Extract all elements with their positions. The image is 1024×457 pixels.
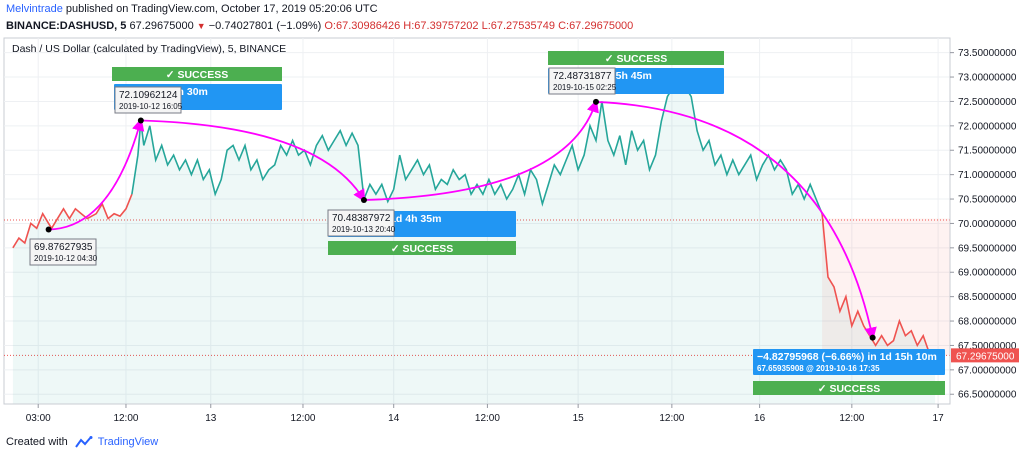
last-price-tag [951, 348, 1019, 363]
chart-title: Dash / US Dollar (calculated by TradingV… [12, 43, 286, 55]
last-price: 67.29675000 [129, 20, 194, 32]
success-badge-3: ✓ SUCCESS [548, 51, 724, 65]
created-with-label: Created with [6, 436, 68, 448]
y-tick-label: 73.50000000 [958, 48, 1017, 59]
success-badge-2-label: ✓ SUCCESS [391, 243, 453, 255]
y-tick-label: 71.00000000 [958, 170, 1017, 181]
y-tick-label: 69.50000000 [958, 243, 1017, 254]
start-label-1-value: 69.87627935 [34, 242, 93, 253]
y-tick-label: 71.50000000 [958, 146, 1017, 157]
y-tick-label: 69.00000000 [958, 268, 1017, 279]
projection-arrow-3 [363, 99, 599, 201]
low-value: L:67.27535749 [481, 20, 555, 32]
y-tick-label: 68.00000000 [958, 317, 1017, 328]
result-label-4-time: 67.65935908 @ 2019-10-16 17:35 [757, 364, 880, 373]
end-label-3-box [548, 67, 616, 95]
success-badge-1-bar [112, 67, 282, 81]
symbol-label: BINANCE:DASHUSD, 5 [6, 20, 127, 32]
x-tick-label: 03:00 [26, 413, 51, 424]
projection-arrow-1 [48, 118, 145, 231]
last-price-tag-label: 67.29675000 [956, 351, 1015, 362]
x-tick-label: 12:00 [475, 413, 500, 424]
success-badge-4-bar [753, 381, 945, 395]
success-badge-4: ✓ SUCCESS [753, 381, 945, 395]
x-tick-label: 12:00 [290, 413, 315, 424]
success-badge-1: ✓ SUCCESS [112, 67, 282, 81]
price-chart[interactable]: Dash / US Dollar (calculated by TradingV… [0, 0, 1024, 430]
projection-point-1 [45, 226, 52, 233]
y-tick-label: 66.50000000 [958, 390, 1017, 401]
success-badge-3-bar [548, 51, 724, 65]
tradingview-logo-icon [75, 436, 93, 448]
close-value: C:67.29675000 [558, 20, 634, 32]
projection-point-3 [360, 197, 367, 204]
success-badge-1-label: ✓ SUCCESS [166, 69, 228, 81]
x-tick-label: 12:00 [659, 413, 684, 424]
success-badge-3-label: ✓ SUCCESS [605, 53, 667, 65]
publish-line: Melvintrade published on TradingView.com… [6, 1, 1016, 18]
down-arrow-icon: ▼ [196, 21, 206, 31]
end-label-1-value: 72.10962124 [119, 90, 178, 101]
y-tick-label: 68.50000000 [958, 292, 1017, 303]
projection-arrow-2 [140, 119, 366, 203]
y-tick-label: 70.00000000 [958, 219, 1017, 230]
success-badge-2: ✓ SUCCESS [328, 241, 516, 255]
success-badge-2-bar [328, 241, 516, 255]
x-tick-label: 12:00 [839, 413, 864, 424]
end-label-3-value: 72.48731877 [553, 71, 612, 82]
x-tick-label: 12:00 [113, 413, 138, 424]
x-tick-label: 14 [388, 413, 400, 424]
y-tick-label: 73.00000000 [958, 73, 1017, 84]
y-tick-label: 67.50000000 [958, 341, 1017, 352]
result-label-4: −4.82795968 (−6.66%) in 1d 15h 10m67.659… [753, 349, 945, 375]
end-label-1-date: 2019-10-12 16:05 [119, 102, 183, 111]
y-tick-label: 67.00000000 [958, 365, 1017, 376]
projection-point-5 [869, 334, 876, 341]
price-line-drop [821, 213, 936, 356]
high-value: H:67.39757202 [403, 20, 479, 32]
success-badge-4-label: ✓ SUCCESS [818, 383, 880, 395]
projection-arrow-4 [595, 101, 877, 341]
start-label-1-box [29, 238, 97, 266]
x-tick-label: 16 [754, 413, 766, 424]
end-label-2-value: 70.48387972 [332, 213, 391, 224]
projection-point-2 [137, 117, 144, 124]
y-tick-label: 70.50000000 [958, 195, 1017, 206]
end-label-1-box [114, 86, 182, 114]
y-tick-label: 72.00000000 [958, 121, 1017, 132]
published-text: published on TradingView.com, October 17… [65, 3, 378, 15]
result-label-4-change: −4.82795968 (−6.66%) in 1d 15h 10m [757, 351, 937, 363]
result-label-4-box [753, 349, 945, 375]
price-line-early [12, 193, 133, 249]
end-label-3-date: 2019-10-15 02:25 [553, 83, 617, 92]
x-tick-label: 13 [205, 413, 217, 424]
projection-point-4 [592, 98, 599, 105]
drop-region-shade [822, 218, 950, 356]
author-link[interactable]: Melvintrade [6, 3, 63, 15]
price-line-main [131, 85, 823, 215]
open-value: O:67.30986426 [324, 20, 401, 32]
x-tick-label: 17 [933, 413, 945, 424]
end-label-2-box [327, 209, 395, 237]
y-tick-label: 72.50000000 [958, 97, 1017, 108]
tradingview-brand[interactable]: TradingView [97, 436, 159, 448]
chart-header: Melvintrade published on TradingView.com… [6, 0, 1016, 35]
ohlc-line: BINANCE:DASHUSD, 5 67.29675000 ▼ −0.7402… [6, 18, 1016, 35]
end-label-2-date: 2019-10-13 20:40 [332, 225, 396, 234]
start-label-1-date: 2019-10-12 04:30 [34, 254, 98, 263]
footer: Created with TradingView [6, 436, 158, 448]
price-change: −0.74027801 (−1.09%) [208, 20, 322, 32]
x-tick-label: 15 [573, 413, 585, 424]
